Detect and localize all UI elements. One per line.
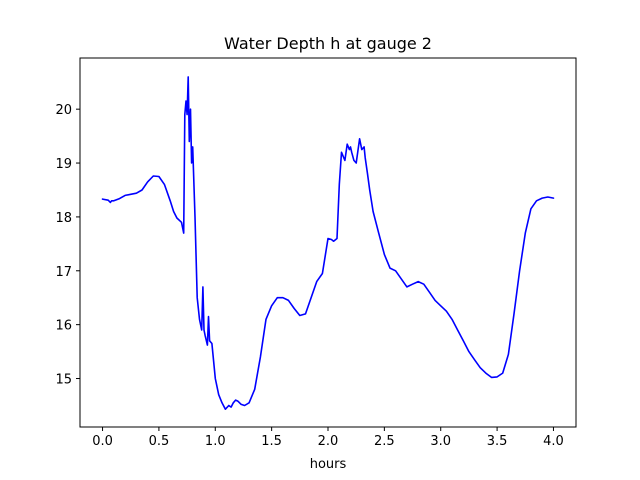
chart-title: Water Depth h at gauge 2 [224,34,432,53]
x-tick-label: 4.0 [543,434,564,449]
x-tick-label: 2.5 [374,434,395,449]
x-axis-label: hours [310,457,347,472]
x-tick-label: 0.5 [149,434,170,449]
water-depth-series-line [101,76,555,411]
x-axis: 0.0 0.5 1.0 1.5 2.0 2.5 3.0 3.5 4.0 [92,427,564,449]
x-tick-label: 1.5 [261,434,282,449]
y-tick-label: 17 [55,265,72,280]
x-tick-label: 1.0 [205,434,226,449]
x-tick-label: 2.0 [318,434,339,449]
x-tick-label: 3.5 [487,434,508,449]
x-tick-label: 0.0 [92,434,113,449]
series-lines [101,76,555,411]
y-tick-label: 15 [55,373,72,388]
y-axis: 15 16 17 18 19 20 [55,103,80,388]
y-tick-label: 16 [55,319,72,334]
y-tick-label: 18 [55,211,72,226]
y-tick-label: 19 [55,157,72,172]
x-tick-label: 3.0 [430,434,451,449]
y-tick-label: 20 [55,103,72,118]
